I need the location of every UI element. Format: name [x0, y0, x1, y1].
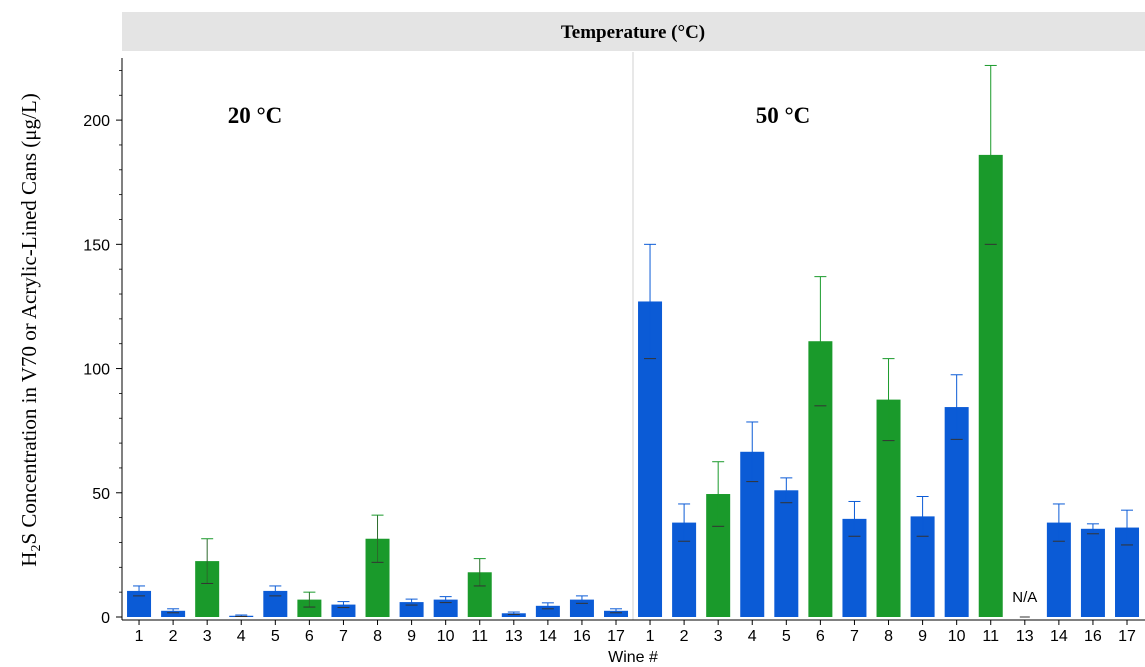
x-tick-label: 1 — [135, 628, 144, 645]
x-tick-label: 3 — [714, 628, 723, 645]
bar — [535, 605, 560, 617]
bar — [944, 407, 969, 617]
x-tick-label: 2 — [169, 628, 178, 645]
x-axis-label: Wine # — [608, 649, 658, 666]
y-tick-label: 200 — [83, 113, 110, 130]
bar — [161, 610, 186, 617]
bar — [774, 490, 799, 617]
x-tick-label: 13 — [505, 628, 523, 645]
x-tick-label: 14 — [1050, 628, 1068, 645]
x-tick-label: 4 — [237, 628, 246, 645]
y-axis-label-subscript: 2 — [29, 545, 44, 552]
y-tick-label: 0 — [101, 610, 110, 627]
panel-labels: 20 °C 50 °C N/A — [228, 103, 1038, 606]
x-tick-label: 2 — [680, 628, 689, 645]
y-axis-label-prefix: H — [17, 552, 41, 567]
bar — [501, 613, 526, 617]
x-tick-label: 17 — [1118, 628, 1136, 645]
header-title: Temperature (°C) — [561, 22, 705, 43]
x-tick-label: 8 — [373, 628, 382, 645]
x-tick-label: 8 — [884, 628, 893, 645]
x-tick-label: 1 — [646, 628, 655, 645]
x-tick-label: 10 — [948, 628, 966, 645]
x-tick-label: 13 — [1016, 628, 1034, 645]
y-tick-label: 100 — [83, 362, 110, 379]
x-tick-label: 3 — [203, 628, 212, 645]
x-tick-label: 5 — [271, 628, 280, 645]
bar — [399, 602, 424, 617]
x-tick-label: 17 — [607, 628, 625, 645]
bar — [297, 599, 322, 617]
x-tick-label: 11 — [982, 628, 999, 645]
x-tick-label: 6 — [305, 628, 314, 645]
bar — [1080, 528, 1105, 617]
x-tick-label: 16 — [1084, 628, 1102, 645]
header-strip — [122, 12, 1145, 51]
bar — [604, 610, 629, 617]
panel-label: 20 °C — [228, 103, 283, 128]
x-tick-label: 7 — [850, 628, 859, 645]
x-tick-label: 16 — [573, 628, 591, 645]
x-ticks: 1 2 3 4 5 6 7 8 9 10 11 13 14 16 17 1 2 3 4 5 6 7 8 9 10 11 13 14 16… — [122, 619, 1145, 645]
bars — [127, 64, 1140, 618]
x-tick-label: 7 — [339, 628, 348, 645]
x-tick-label: 5 — [782, 628, 791, 645]
x-tick-label: 4 — [748, 628, 757, 645]
panel-label: 50 °C — [756, 103, 811, 128]
x-tick-label: 11 — [471, 628, 488, 645]
x-tick-label: 9 — [918, 628, 927, 645]
x-tick-label: 6 — [816, 628, 825, 645]
x-tick-label: 9 — [407, 628, 416, 645]
y-ticks: 0 50 100 150 200 — [83, 70, 122, 627]
y-axis-label: H2S Concentration in V70 or Acrylic-Line… — [17, 93, 44, 566]
x-tick-label: 14 — [539, 628, 557, 645]
y-axis-label-rest: S Concentration in V70 or Acrylic-Lined … — [17, 93, 41, 544]
x-tick-label: 10 — [437, 628, 455, 645]
bar — [433, 599, 458, 617]
na-annotation: N/A — [1012, 589, 1037, 606]
y-tick-label: 50 — [92, 486, 110, 503]
bar — [569, 599, 594, 617]
y-tick-label: 150 — [83, 237, 110, 254]
